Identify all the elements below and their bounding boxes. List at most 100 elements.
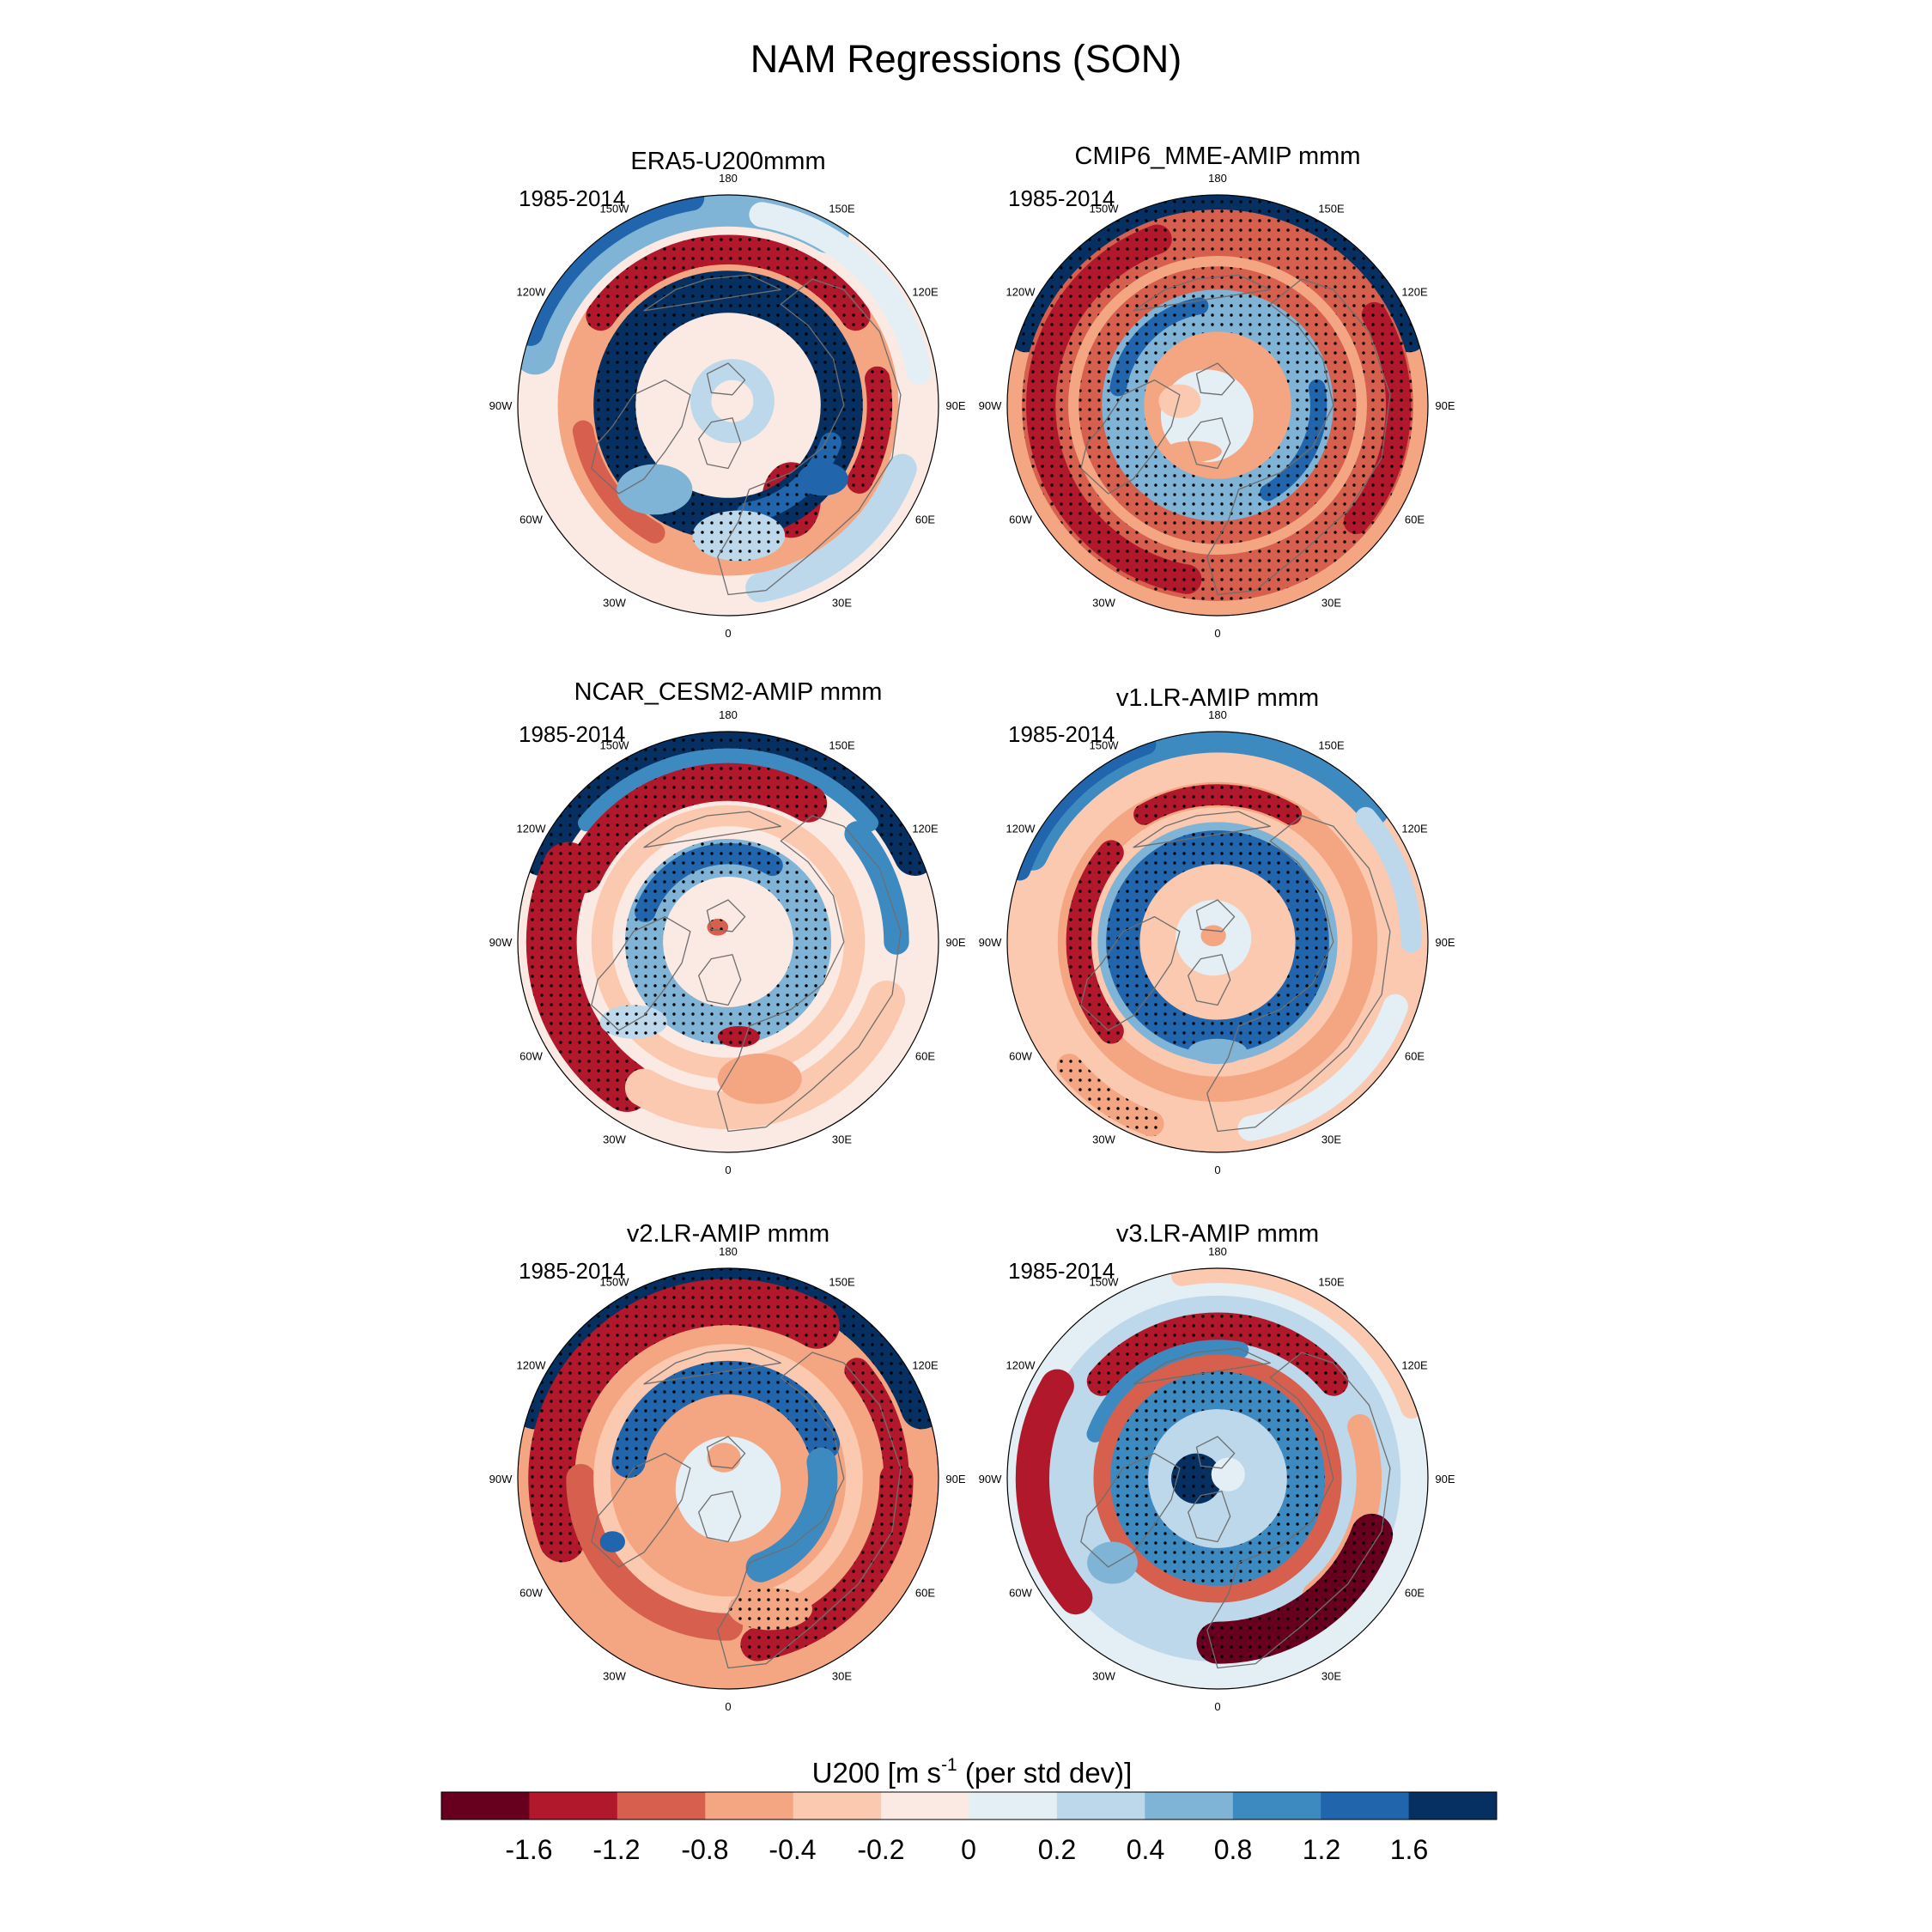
map-border (1006, 1267, 1429, 1690)
significance-stipple (1026, 224, 1202, 594)
colorbar-tick-label: 0.8 (1214, 1834, 1252, 1865)
polar-map: 180 150E 120E 90E 60E 30E 0 30W 60W 90W 120W 150W (979, 1245, 1455, 1713)
anomaly-band (1093, 1354, 1342, 1603)
map-panel-v1-lr: v1.LR-AMIP mmm 1985-2014 180 150E 120E 90E 6… (979, 684, 1455, 1176)
coastline (1133, 1347, 1271, 1385)
longitude-label: 90W (979, 1473, 1002, 1485)
map-field (518, 1268, 939, 1689)
anomaly-band (591, 805, 866, 1079)
map-border (517, 1267, 939, 1690)
coastline (1080, 379, 1181, 495)
longitude-label: 120E (912, 823, 939, 835)
significance-stipple (635, 842, 783, 923)
longitude-label: 150E (1318, 1276, 1345, 1289)
significance-stipple (1171, 1453, 1222, 1504)
longitude-label: 60W (519, 1050, 543, 1063)
colorbar-tick-label: 0 (961, 1834, 976, 1865)
colorbar-box (1056, 1792, 1145, 1820)
polar-map: 180 150E 120E 90E 60E 30E 0 30W 60W 90W 120W 150W (489, 708, 966, 1176)
colorbar-tick-label: -0.2 (857, 1834, 904, 1865)
colorbar-tick-label: -1.2 (592, 1834, 640, 1865)
coastline (1195, 1436, 1236, 1469)
longitude-label: 0 (725, 1163, 731, 1176)
significance-stipple (1109, 297, 1209, 397)
coastline (717, 1352, 902, 1669)
longitude-label: 90W (489, 1473, 513, 1485)
longitude-label: 150W (1090, 203, 1120, 216)
coastline (717, 815, 902, 1133)
map-panel-v3-lr: v3.LR-AMIP mmm 1985-2014 180 150E 120E 90E 6… (979, 1220, 1455, 1713)
map-field (1007, 1268, 1428, 1689)
longitude-label: 30W (1092, 597, 1115, 610)
longitude-label: 60E (1405, 1050, 1425, 1063)
significance-stipple (528, 1279, 840, 1563)
longitude-label: 150E (829, 1276, 855, 1289)
longitude-label: 150W (600, 739, 630, 752)
anomaly-cell (711, 380, 754, 422)
map-border (1006, 731, 1429, 1153)
significance-stipple (707, 919, 729, 936)
anomaly-cell (1158, 384, 1201, 418)
coastline (643, 274, 781, 312)
longitude-label: 60E (1405, 513, 1425, 526)
longitude-label: 30E (832, 1133, 852, 1146)
anomaly-cell (1211, 1457, 1245, 1492)
longitude-label: 60E (915, 1587, 935, 1600)
map-border (517, 731, 939, 1153)
significance-stipple (1056, 1054, 1164, 1137)
coastline (1188, 954, 1231, 1006)
coastline (643, 1347, 781, 1385)
colorbar-box (793, 1792, 882, 1820)
panel-title: NCAR_CESM2-AMIP mmm (574, 678, 883, 706)
period-label: 1985-2014 (519, 721, 625, 747)
longitude-label: 150E (1318, 203, 1345, 216)
longitude-label: 150W (600, 203, 630, 216)
significance-stipple (1260, 379, 1327, 501)
significance-stipple (1343, 301, 1412, 535)
colorbar-box (969, 1792, 1058, 1820)
anomaly-cell (599, 1531, 625, 1552)
longitude-label: 120E (1401, 823, 1428, 835)
longitude-label: 60E (915, 513, 935, 526)
coastline (1133, 811, 1271, 848)
longitude-label: 120W (1006, 286, 1036, 299)
colorbar-tick-label: -0.8 (681, 1834, 728, 1865)
colorbar-tick-label: 0.2 (1038, 1834, 1076, 1865)
significance-stipple (1196, 1513, 1394, 1664)
significance-stipple (692, 510, 786, 562)
anomaly-band (624, 980, 906, 1130)
coastline (698, 417, 742, 470)
longitude-label: 30W (1092, 1670, 1115, 1683)
longitude-label: 30E (1321, 597, 1341, 610)
longitude-label: 180 (719, 172, 738, 185)
coastline (706, 1436, 746, 1469)
colorbar-boxes (440, 1791, 1498, 1820)
longitude-label: 60W (1009, 513, 1032, 526)
coastline (1195, 899, 1236, 933)
panel-title: CMIP6_MME-AMIP mmm (1075, 143, 1361, 170)
map-border (517, 194, 939, 617)
coastline (1188, 1491, 1231, 1543)
anomaly-band (1015, 1369, 1093, 1615)
map-panel-cesm2: NCAR_CESM2-AMIP mmm 1985-2014 180 150E 120… (489, 678, 966, 1176)
longitude-label: 150E (1318, 739, 1345, 752)
longitude-label: 30E (1321, 1670, 1341, 1683)
longitude-label: 150W (600, 1276, 630, 1289)
longitude-label: 90E (945, 1473, 965, 1485)
anomaly-band (745, 453, 917, 603)
colorbar-box (1145, 1792, 1234, 1820)
panel-title: ERA5-U200mmm (630, 148, 825, 175)
coastline (1206, 815, 1391, 1133)
longitude-label: 60E (915, 1050, 935, 1063)
anomaly-band (593, 1344, 863, 1613)
significance-stipple (740, 1461, 914, 1662)
map-field (1007, 732, 1428, 1152)
significance-stipple (1086, 1312, 1349, 1396)
anomaly-band (1237, 993, 1408, 1141)
coastline (1080, 1452, 1181, 1568)
longitude-label: 90E (945, 936, 965, 949)
colorbar: U200 [m s-1 (per std dev)] -1.6 -1.2 -0.… (440, 1755, 1498, 1865)
significance-stipple (717, 1026, 760, 1048)
longitude-label: 30W (1092, 1133, 1115, 1146)
colorbar-tick-label: -0.4 (769, 1834, 816, 1865)
